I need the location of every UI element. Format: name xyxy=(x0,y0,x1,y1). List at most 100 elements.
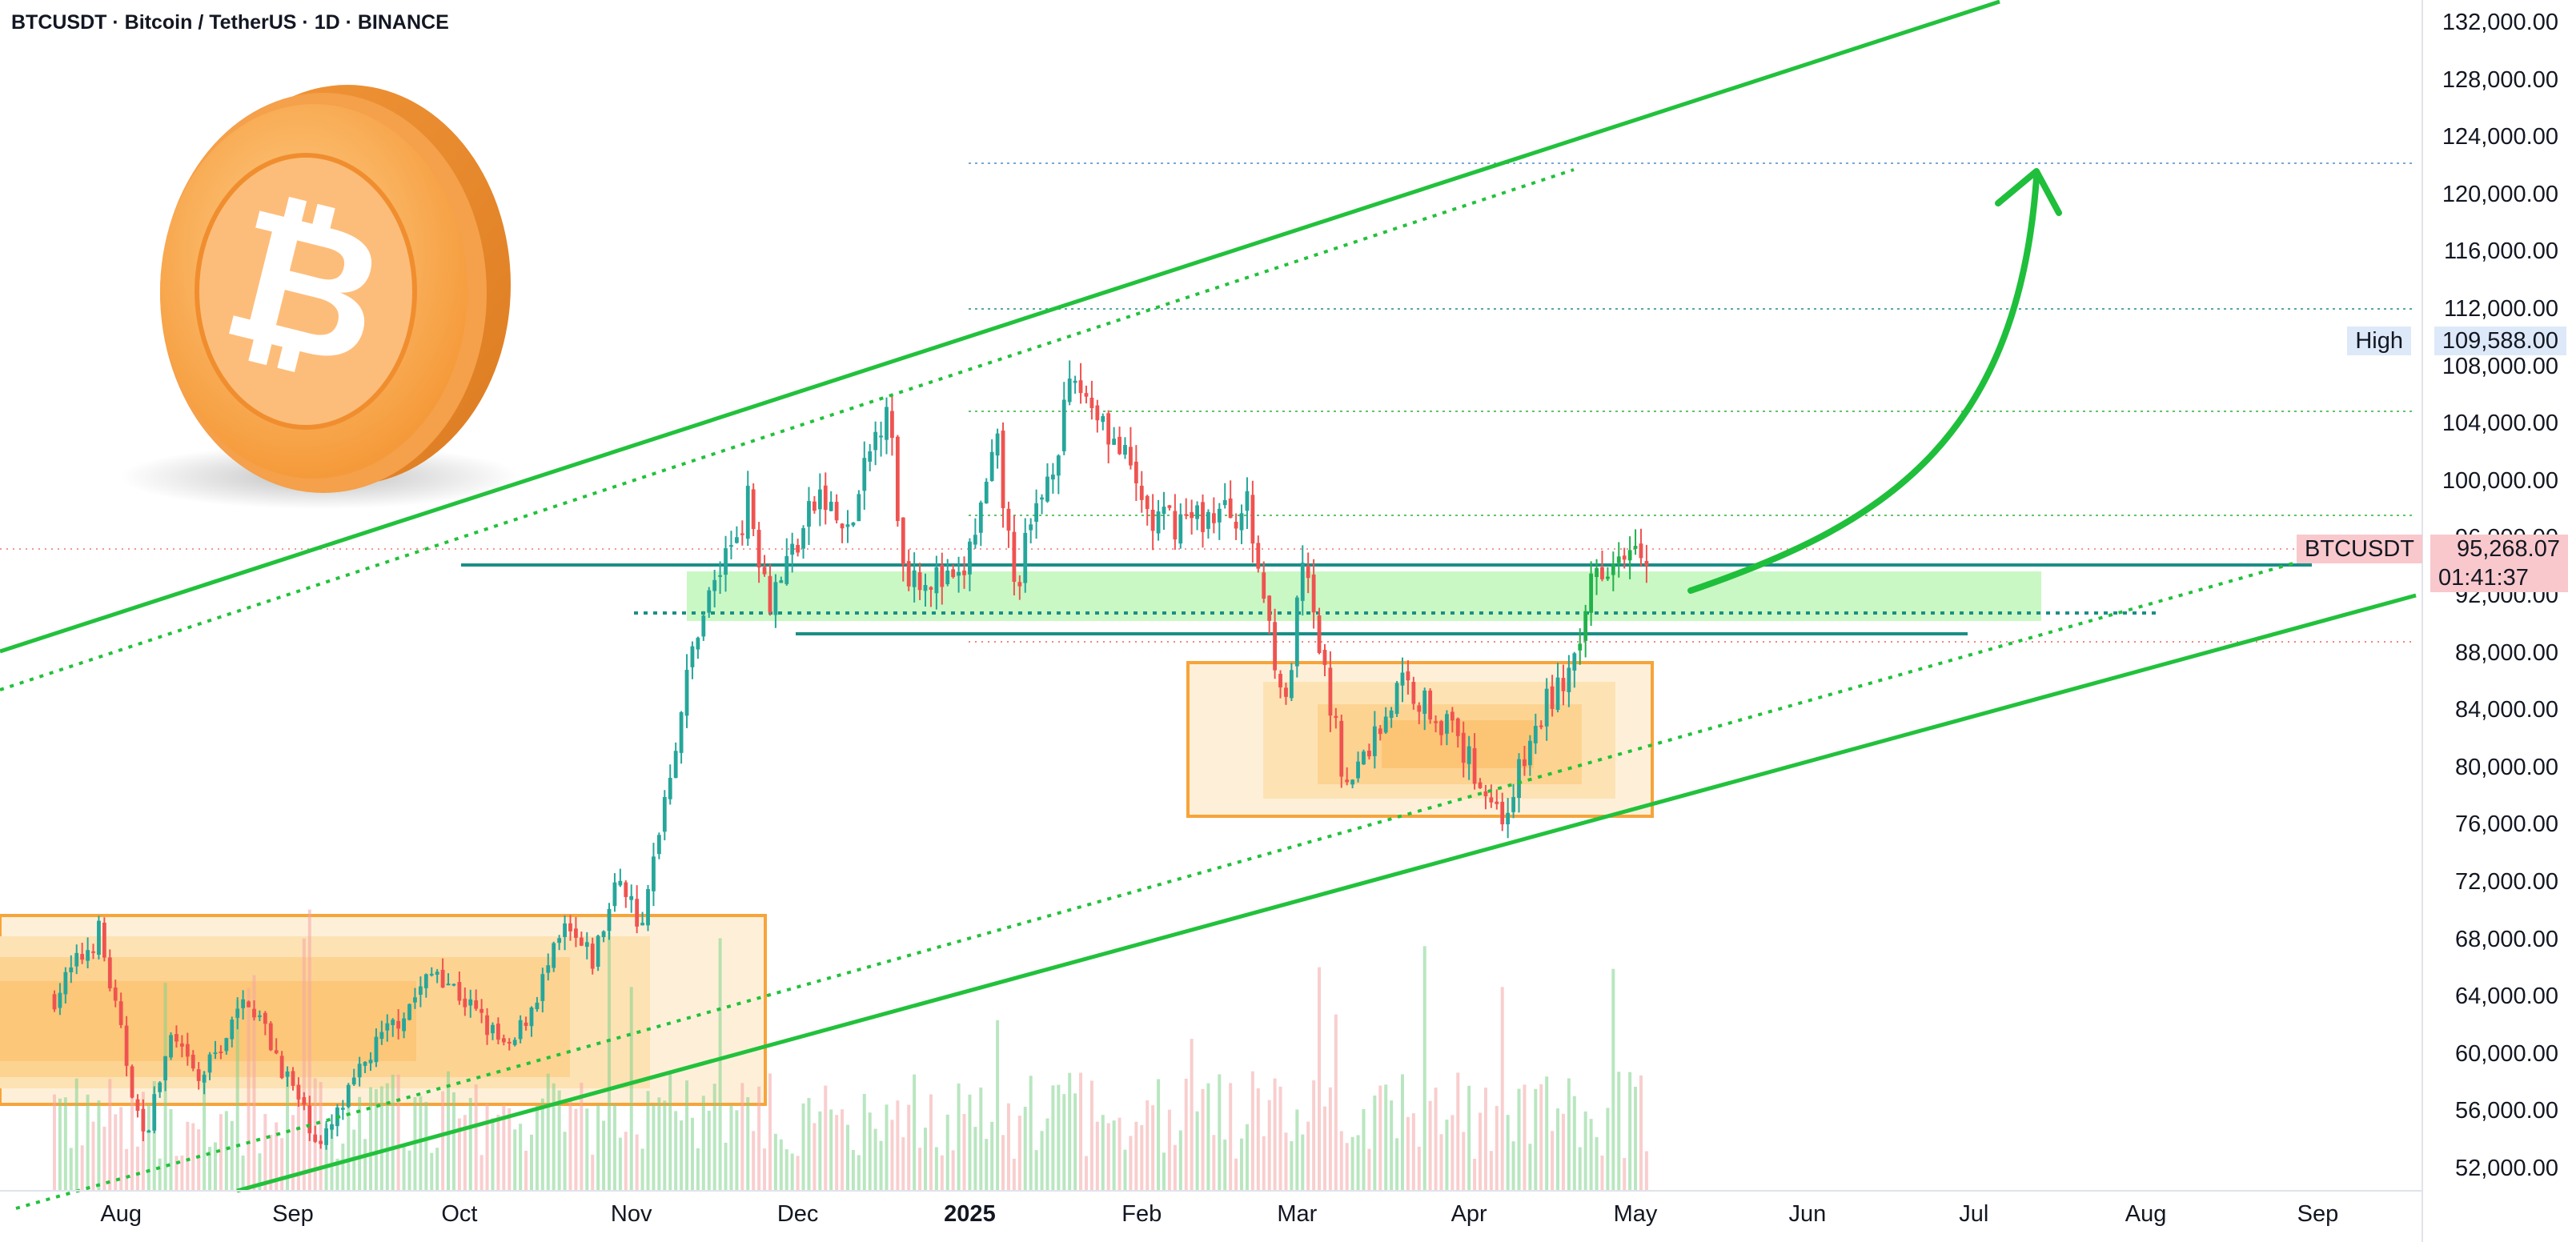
volume-bar xyxy=(341,1143,345,1191)
candle xyxy=(385,1014,390,1042)
candle xyxy=(1483,784,1488,810)
volume-bar xyxy=(296,1094,300,1191)
volume-bar xyxy=(740,1083,744,1191)
volume-bar xyxy=(1417,1146,1421,1191)
volume-bar xyxy=(746,1097,750,1191)
candle xyxy=(801,525,805,559)
volume-bar xyxy=(1062,1094,1066,1191)
candle xyxy=(363,1061,367,1073)
candle xyxy=(1095,399,1100,433)
time-axis-tick: Jun xyxy=(1788,1201,1827,1227)
candle xyxy=(1644,544,1649,583)
candle xyxy=(1306,552,1310,594)
volume-bar xyxy=(962,1113,966,1191)
price-axis-tick: 60,000.00 xyxy=(2454,1040,2558,1067)
candle xyxy=(1606,567,1610,581)
volume-bar xyxy=(1578,1147,1582,1191)
symbol-label: BTCUSDT xyxy=(2297,535,2422,563)
volume-bar xyxy=(86,1094,90,1191)
candle xyxy=(1040,494,1044,515)
candle xyxy=(152,1086,157,1134)
candle xyxy=(163,1056,167,1092)
volume-bar xyxy=(102,1126,106,1191)
volume-bar xyxy=(680,1120,684,1191)
candle xyxy=(440,958,445,988)
volume-bar xyxy=(463,1115,467,1191)
time-axis-tick: Apr xyxy=(1451,1201,1487,1227)
candle xyxy=(346,1083,351,1108)
volume-bar xyxy=(374,1088,378,1191)
volume-bar xyxy=(1223,1139,1227,1191)
candle xyxy=(1589,561,1594,627)
volume-bar xyxy=(1068,1072,1072,1191)
volume-bar xyxy=(985,1139,989,1191)
volume-bar xyxy=(724,1142,728,1191)
candle xyxy=(1084,385,1089,404)
candle xyxy=(302,1092,307,1111)
candle xyxy=(868,443,873,471)
volume-bar xyxy=(1451,1115,1455,1191)
price-axis-tick: 88,000.00 xyxy=(2454,639,2558,666)
price-axis-tick: 76,000.00 xyxy=(2454,811,2558,838)
volume-bar xyxy=(485,1104,489,1191)
candle xyxy=(74,944,79,975)
time-axis-tick: 2025 xyxy=(944,1201,996,1227)
candle xyxy=(729,531,733,559)
volume-bar xyxy=(1167,1109,1171,1191)
volume-bar xyxy=(208,1147,212,1191)
candle xyxy=(601,930,606,943)
volume-bar xyxy=(1495,1106,1499,1191)
volume-bar xyxy=(519,1124,523,1191)
candle xyxy=(607,903,612,940)
volume-bar xyxy=(53,1094,56,1191)
candle xyxy=(673,742,678,779)
price-axis-tick: 108,000.00 xyxy=(2442,353,2558,379)
volume-bar xyxy=(1012,1158,1016,1191)
volume-bar xyxy=(1356,1135,1360,1191)
candle xyxy=(679,711,684,764)
volume-bar xyxy=(996,1020,1000,1191)
candle xyxy=(701,611,706,641)
channel-top-line xyxy=(0,0,2000,654)
candle xyxy=(463,988,467,1016)
volume-bar xyxy=(646,1091,650,1191)
volume-bar xyxy=(608,932,611,1191)
volume-bar xyxy=(1256,1088,1260,1191)
volume-bar xyxy=(63,1097,67,1191)
volume-bar xyxy=(141,1092,145,1191)
volume-bar xyxy=(1001,1135,1005,1191)
candle xyxy=(423,973,428,998)
volume-bar xyxy=(718,938,722,1191)
candle xyxy=(63,967,68,1004)
volume-bar xyxy=(1545,1076,1549,1191)
candle xyxy=(668,764,672,805)
candle xyxy=(712,569,717,608)
candle xyxy=(1222,483,1227,509)
candle xyxy=(718,561,722,595)
volume-bar xyxy=(468,1097,472,1191)
volume-bar xyxy=(1528,1144,1532,1191)
volume-bar xyxy=(873,1128,877,1191)
candle xyxy=(901,517,905,582)
volume-bar xyxy=(640,1148,644,1191)
candle xyxy=(169,1032,173,1060)
volume-bar xyxy=(1234,1158,1238,1191)
candle xyxy=(957,556,961,593)
candle xyxy=(656,832,661,859)
candle xyxy=(1106,410,1111,464)
candle xyxy=(646,884,650,932)
volume-bar xyxy=(252,975,256,1191)
volume-bar xyxy=(1006,1103,1010,1191)
candle xyxy=(796,539,800,557)
volume-bar xyxy=(1411,1113,1415,1191)
candle xyxy=(474,989,479,1012)
volume-bar xyxy=(824,1085,828,1191)
volume-bar xyxy=(879,1140,883,1191)
candle xyxy=(696,636,700,659)
volume-bar xyxy=(263,1114,267,1191)
volume-bar xyxy=(496,1115,500,1191)
candle xyxy=(823,472,828,525)
volume-bar xyxy=(97,1100,101,1191)
candle xyxy=(1150,494,1155,551)
